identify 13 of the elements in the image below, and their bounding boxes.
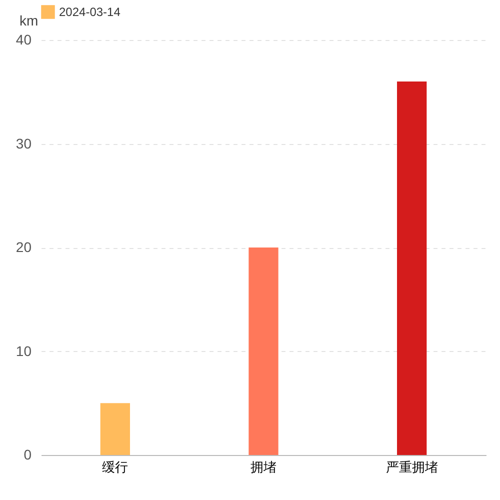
bar bbox=[397, 82, 427, 455]
y-tick-label: 30 bbox=[16, 135, 32, 152]
y-axis-title: km bbox=[20, 12, 38, 28]
x-tick-label: 严重拥堵 bbox=[386, 460, 438, 474]
y-tick-label: 40 bbox=[16, 32, 32, 48]
x-tick-label: 拥堵 bbox=[250, 460, 276, 474]
bar bbox=[100, 403, 130, 455]
y-tick-label: 20 bbox=[16, 239, 32, 255]
y-tick-label: 10 bbox=[16, 342, 32, 359]
x-tick-label: 缓行 bbox=[102, 460, 128, 474]
y-tick-label: 0 bbox=[24, 446, 32, 462]
bar bbox=[248, 248, 278, 455]
legend-label: 2024-03-14 bbox=[59, 5, 121, 19]
